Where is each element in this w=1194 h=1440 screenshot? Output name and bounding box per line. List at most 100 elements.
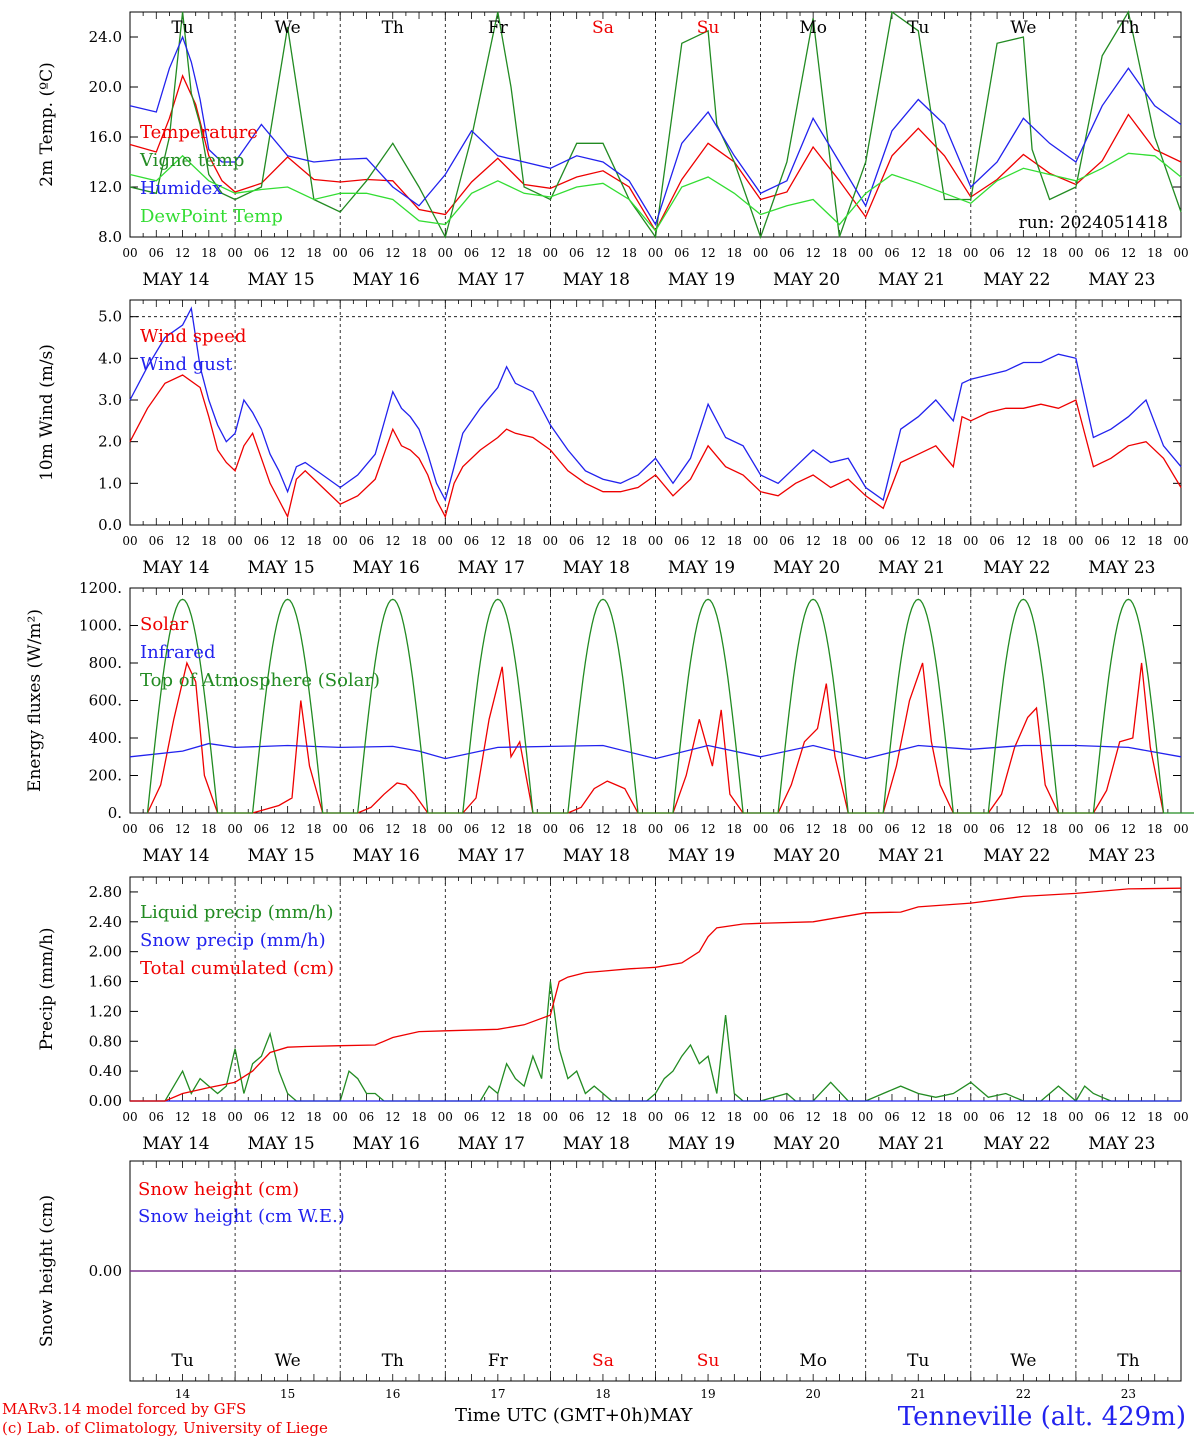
x-tick-label: 18 xyxy=(1042,822,1057,836)
x-tick-label: 06 xyxy=(1095,534,1110,548)
x-tick-label: 18 xyxy=(411,534,426,548)
x-tick-label: 00 xyxy=(1173,246,1188,260)
x-tick-label: 18 xyxy=(937,534,952,548)
series-line xyxy=(129,152,1182,232)
x-tick-label: 12 xyxy=(1121,1110,1136,1124)
plot-frame xyxy=(129,587,1182,814)
x-tick-label: 00 xyxy=(753,822,768,836)
x-tick-label: 18 xyxy=(727,534,742,548)
series-line xyxy=(130,981,1181,1102)
x-tick-label: 00 xyxy=(1068,246,1083,260)
date-label: MAY 16 xyxy=(353,558,420,578)
date-label: MAY 21 xyxy=(878,558,945,578)
x-tick-label: 12 xyxy=(911,246,926,260)
date-label: MAY 20 xyxy=(773,558,840,578)
x-tick-label: 06 xyxy=(569,822,584,836)
y-tick-label: 1000. xyxy=(79,617,122,635)
x-tick-label: 06 xyxy=(884,534,899,548)
date-label: MAY 16 xyxy=(353,270,420,290)
date-label: MAY 17 xyxy=(458,1134,525,1154)
series-line xyxy=(129,73,1182,233)
x-tick-label: 12 xyxy=(490,534,505,548)
x-tick-label: 06 xyxy=(464,822,479,836)
x-tick-label: 12 xyxy=(175,1110,190,1124)
x-tick-label: 00 xyxy=(963,822,978,836)
x-tick-label: 12 xyxy=(700,1110,715,1124)
x-tick-label: 12 xyxy=(1016,246,1031,260)
y-axis-title: Snow height (cm) xyxy=(37,1195,57,1347)
x-tick-label: 18 xyxy=(201,822,216,836)
x-tick-label: 06 xyxy=(674,534,689,548)
y-tick-label: 2.0 xyxy=(98,433,122,451)
x-tick-label: 06 xyxy=(884,822,899,836)
x-tick-label: 12 xyxy=(1121,534,1136,548)
x-tick-label: 12 xyxy=(280,534,295,548)
y-tick-label: 1200. xyxy=(79,579,122,597)
x-tick-label: 12 xyxy=(700,822,715,836)
x-tick-label: 00 xyxy=(438,534,453,548)
date-label: MAY 14 xyxy=(142,270,209,290)
date-label: MAY 20 xyxy=(773,846,840,866)
x-tick-label: 06 xyxy=(779,1110,794,1124)
x-tick-label: 18 xyxy=(306,246,321,260)
date-label: MAY 21 xyxy=(878,846,945,866)
x-tick-label: 00 xyxy=(1173,534,1188,548)
y-tick-label: 0.0 xyxy=(98,516,122,534)
date-label: MAY 18 xyxy=(563,846,630,866)
x-tick-label: 18 xyxy=(622,534,637,548)
x-tick-label: 12 xyxy=(595,246,610,260)
date-label: MAY 15 xyxy=(247,846,314,866)
x-tick-label: 18 xyxy=(201,534,216,548)
day-number: 17 xyxy=(490,1387,505,1401)
x-tick-label: 00 xyxy=(858,246,873,260)
x-tick-label: 12 xyxy=(1121,822,1136,836)
date-label: MAY 19 xyxy=(668,270,735,290)
date-label: MAY 16 xyxy=(353,846,420,866)
y-tick-label: 20.0 xyxy=(89,78,122,96)
x-tick-label: 00 xyxy=(543,246,558,260)
weekday-label-bottom: Tu xyxy=(171,1351,193,1371)
x-tick-label: 18 xyxy=(937,822,952,836)
y-tick-label: 4.0 xyxy=(98,349,122,367)
x-tick-label: 00 xyxy=(543,534,558,548)
x-tick-label: 06 xyxy=(779,534,794,548)
y-axis-title: 2m Temp. (ºC) xyxy=(37,62,57,187)
weekday-label-bottom: We xyxy=(1010,1351,1036,1371)
x-tick-label: 18 xyxy=(727,1110,742,1124)
day-number: 18 xyxy=(595,1387,610,1401)
y-tick-label: 0.80 xyxy=(89,1032,122,1050)
x-tick-label: 18 xyxy=(411,1110,426,1124)
date-label: MAY 22 xyxy=(983,558,1050,578)
series-line xyxy=(129,35,1182,227)
x-tick-label: 18 xyxy=(516,822,531,836)
date-label: MAY 19 xyxy=(668,846,735,866)
legend-entry: Solar xyxy=(140,614,189,635)
y-tick-label: 0.40 xyxy=(89,1062,122,1080)
x-tick-label: 12 xyxy=(280,246,295,260)
x-tick-label: 18 xyxy=(516,1110,531,1124)
x-tick-label: 18 xyxy=(832,246,847,260)
x-tick-label: 06 xyxy=(989,246,1004,260)
x-tick-label: 06 xyxy=(464,534,479,548)
x-tick-label: 18 xyxy=(727,822,742,836)
legend-entry: Humidex xyxy=(140,178,222,199)
x-tick-label: 12 xyxy=(911,1110,926,1124)
x-tick-label: 00 xyxy=(438,1110,453,1124)
x-tick-label: 12 xyxy=(806,1110,821,1124)
x-tick-label: 06 xyxy=(149,822,164,836)
date-label: MAY 23 xyxy=(1088,558,1155,578)
date-label: MAY 17 xyxy=(458,846,525,866)
series-line xyxy=(129,742,1182,760)
legend-entry: Liquid precip (mm/h) xyxy=(140,902,334,923)
x-tick-label: 06 xyxy=(464,246,479,260)
date-label: MAY 15 xyxy=(247,270,314,290)
x-tick-label: 00 xyxy=(122,822,137,836)
date-label: MAY 15 xyxy=(247,558,314,578)
weekday-label-top: Tu xyxy=(171,18,193,38)
series-line xyxy=(129,306,1182,502)
x-tick-label: 00 xyxy=(858,1110,873,1124)
date-label: MAY 17 xyxy=(458,270,525,290)
weekday-label-top: Fr xyxy=(488,18,509,38)
x-tick-label: 00 xyxy=(227,822,242,836)
y-axis-title: 10m Wind (m/s) xyxy=(37,344,57,481)
